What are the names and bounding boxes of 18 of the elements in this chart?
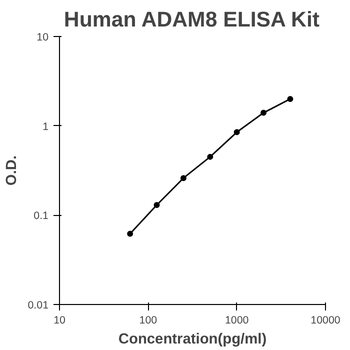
y-tick-label: 10 (36, 32, 49, 44)
x-tick-label: 10000 (310, 314, 340, 326)
x-tick-label: 100 (139, 314, 158, 326)
y-axis-title: O.D. (4, 155, 20, 186)
x-axis-title: Concentration(pg/ml) (118, 332, 267, 348)
point (154, 202, 160, 208)
y-tick-label: 0.01 (28, 300, 49, 312)
y-tick-label: 0.1 (34, 210, 49, 222)
point (234, 129, 240, 136)
point (287, 96, 294, 102)
point (127, 230, 134, 237)
chart-title: Human ADAM8 ELISA Kit (64, 8, 320, 32)
x-tick-label: 1000 (224, 314, 249, 326)
point (207, 154, 214, 160)
point (260, 110, 267, 116)
point (180, 175, 186, 182)
x-tick-label: 10 (54, 314, 66, 326)
y-tick-label: 1 (42, 120, 49, 133)
